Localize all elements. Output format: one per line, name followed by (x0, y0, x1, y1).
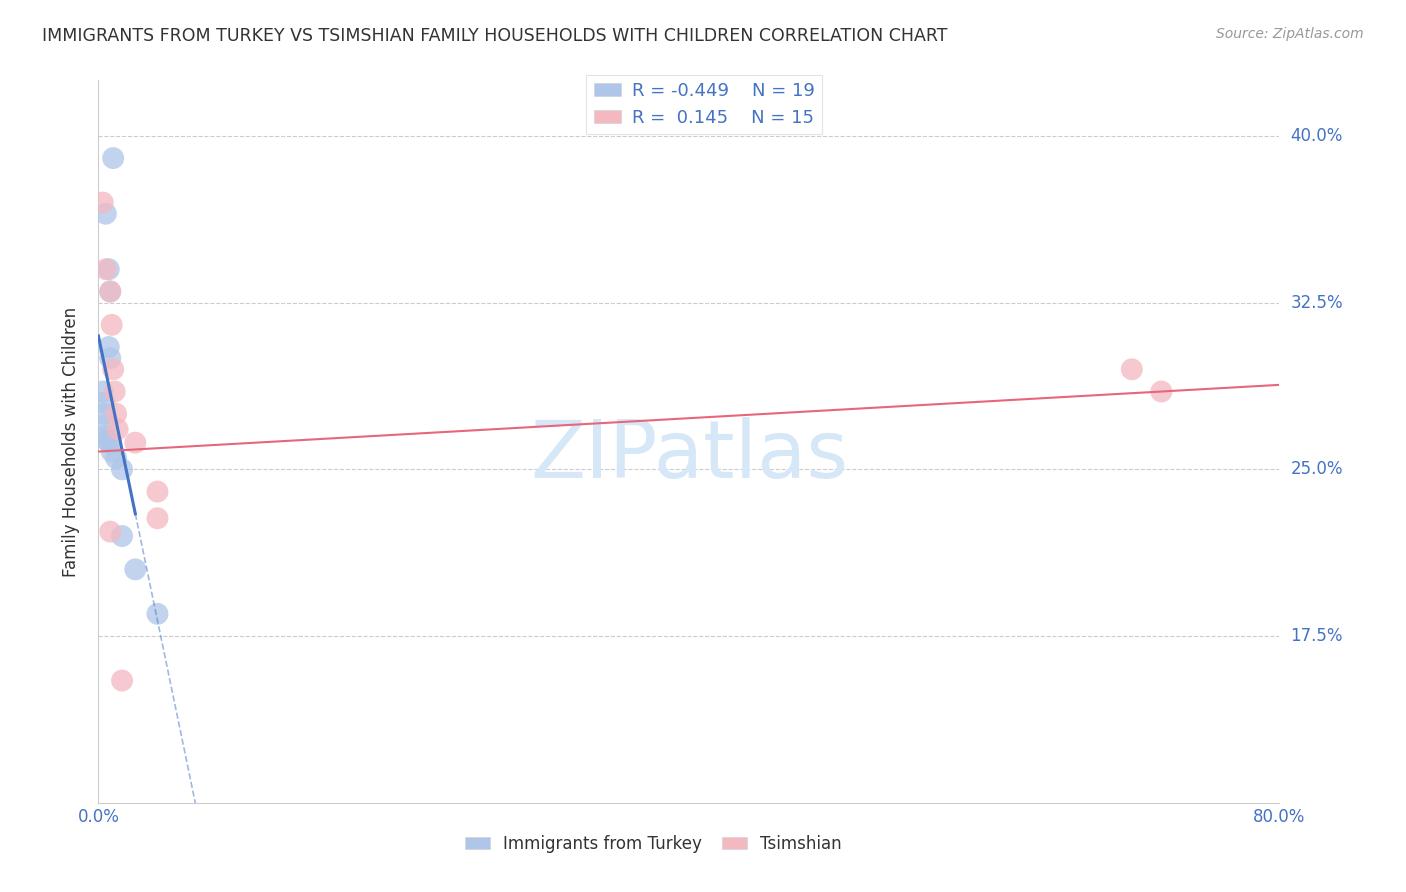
Point (105, 451, 128, 466)
Text: ZIPatlas: ZIPatlas (530, 417, 848, 495)
Point (98, 285, 121, 299)
Point (94, 417, 117, 432)
Point (124, 562, 146, 576)
Y-axis label: Family Households with Children: Family Households with Children (62, 307, 80, 576)
Text: 32.5%: 32.5% (1291, 293, 1343, 311)
Text: 17.5%: 17.5% (1291, 627, 1343, 645)
Point (97, 262, 120, 277)
Point (91, 195, 114, 210)
Point (107, 422, 129, 436)
Point (100, 318, 122, 332)
Text: Source: ZipAtlas.com: Source: ZipAtlas.com (1216, 27, 1364, 41)
Point (111, 673, 134, 688)
Point (146, 607, 169, 621)
Point (98, 351, 121, 366)
Point (97, 340, 120, 354)
Text: 25.0%: 25.0% (1291, 460, 1343, 478)
Point (96, 434, 118, 448)
Point (111, 529, 134, 543)
Text: IMMIGRANTS FROM TURKEY VS TSIMSHIAN FAMILY HOUSEHOLDS WITH CHILDREN CORRELATION : IMMIGRANTS FROM TURKEY VS TSIMSHIAN FAMI… (42, 27, 948, 45)
Point (94, 262, 117, 277)
Point (103, 362, 125, 376)
Point (91, 384, 114, 399)
Point (105, 407, 128, 421)
Point (98, 524, 121, 539)
Point (97, 435, 120, 450)
Point (104, 384, 127, 399)
Point (124, 435, 146, 450)
Point (93, 395, 115, 409)
Point (98, 285, 121, 299)
Legend: Immigrants from Turkey, Tsimshian: Immigrants from Turkey, Tsimshian (458, 828, 849, 860)
Point (1121, 362, 1143, 376)
Point (111, 462, 134, 476)
Point (146, 484, 169, 499)
Point (146, 511, 169, 525)
Point (103, 151, 125, 165)
Point (1150, 384, 1173, 399)
Point (93, 407, 115, 421)
Text: 40.0%: 40.0% (1291, 127, 1343, 145)
Point (100, 444, 122, 458)
Point (94, 429, 117, 443)
Point (94, 207, 117, 221)
